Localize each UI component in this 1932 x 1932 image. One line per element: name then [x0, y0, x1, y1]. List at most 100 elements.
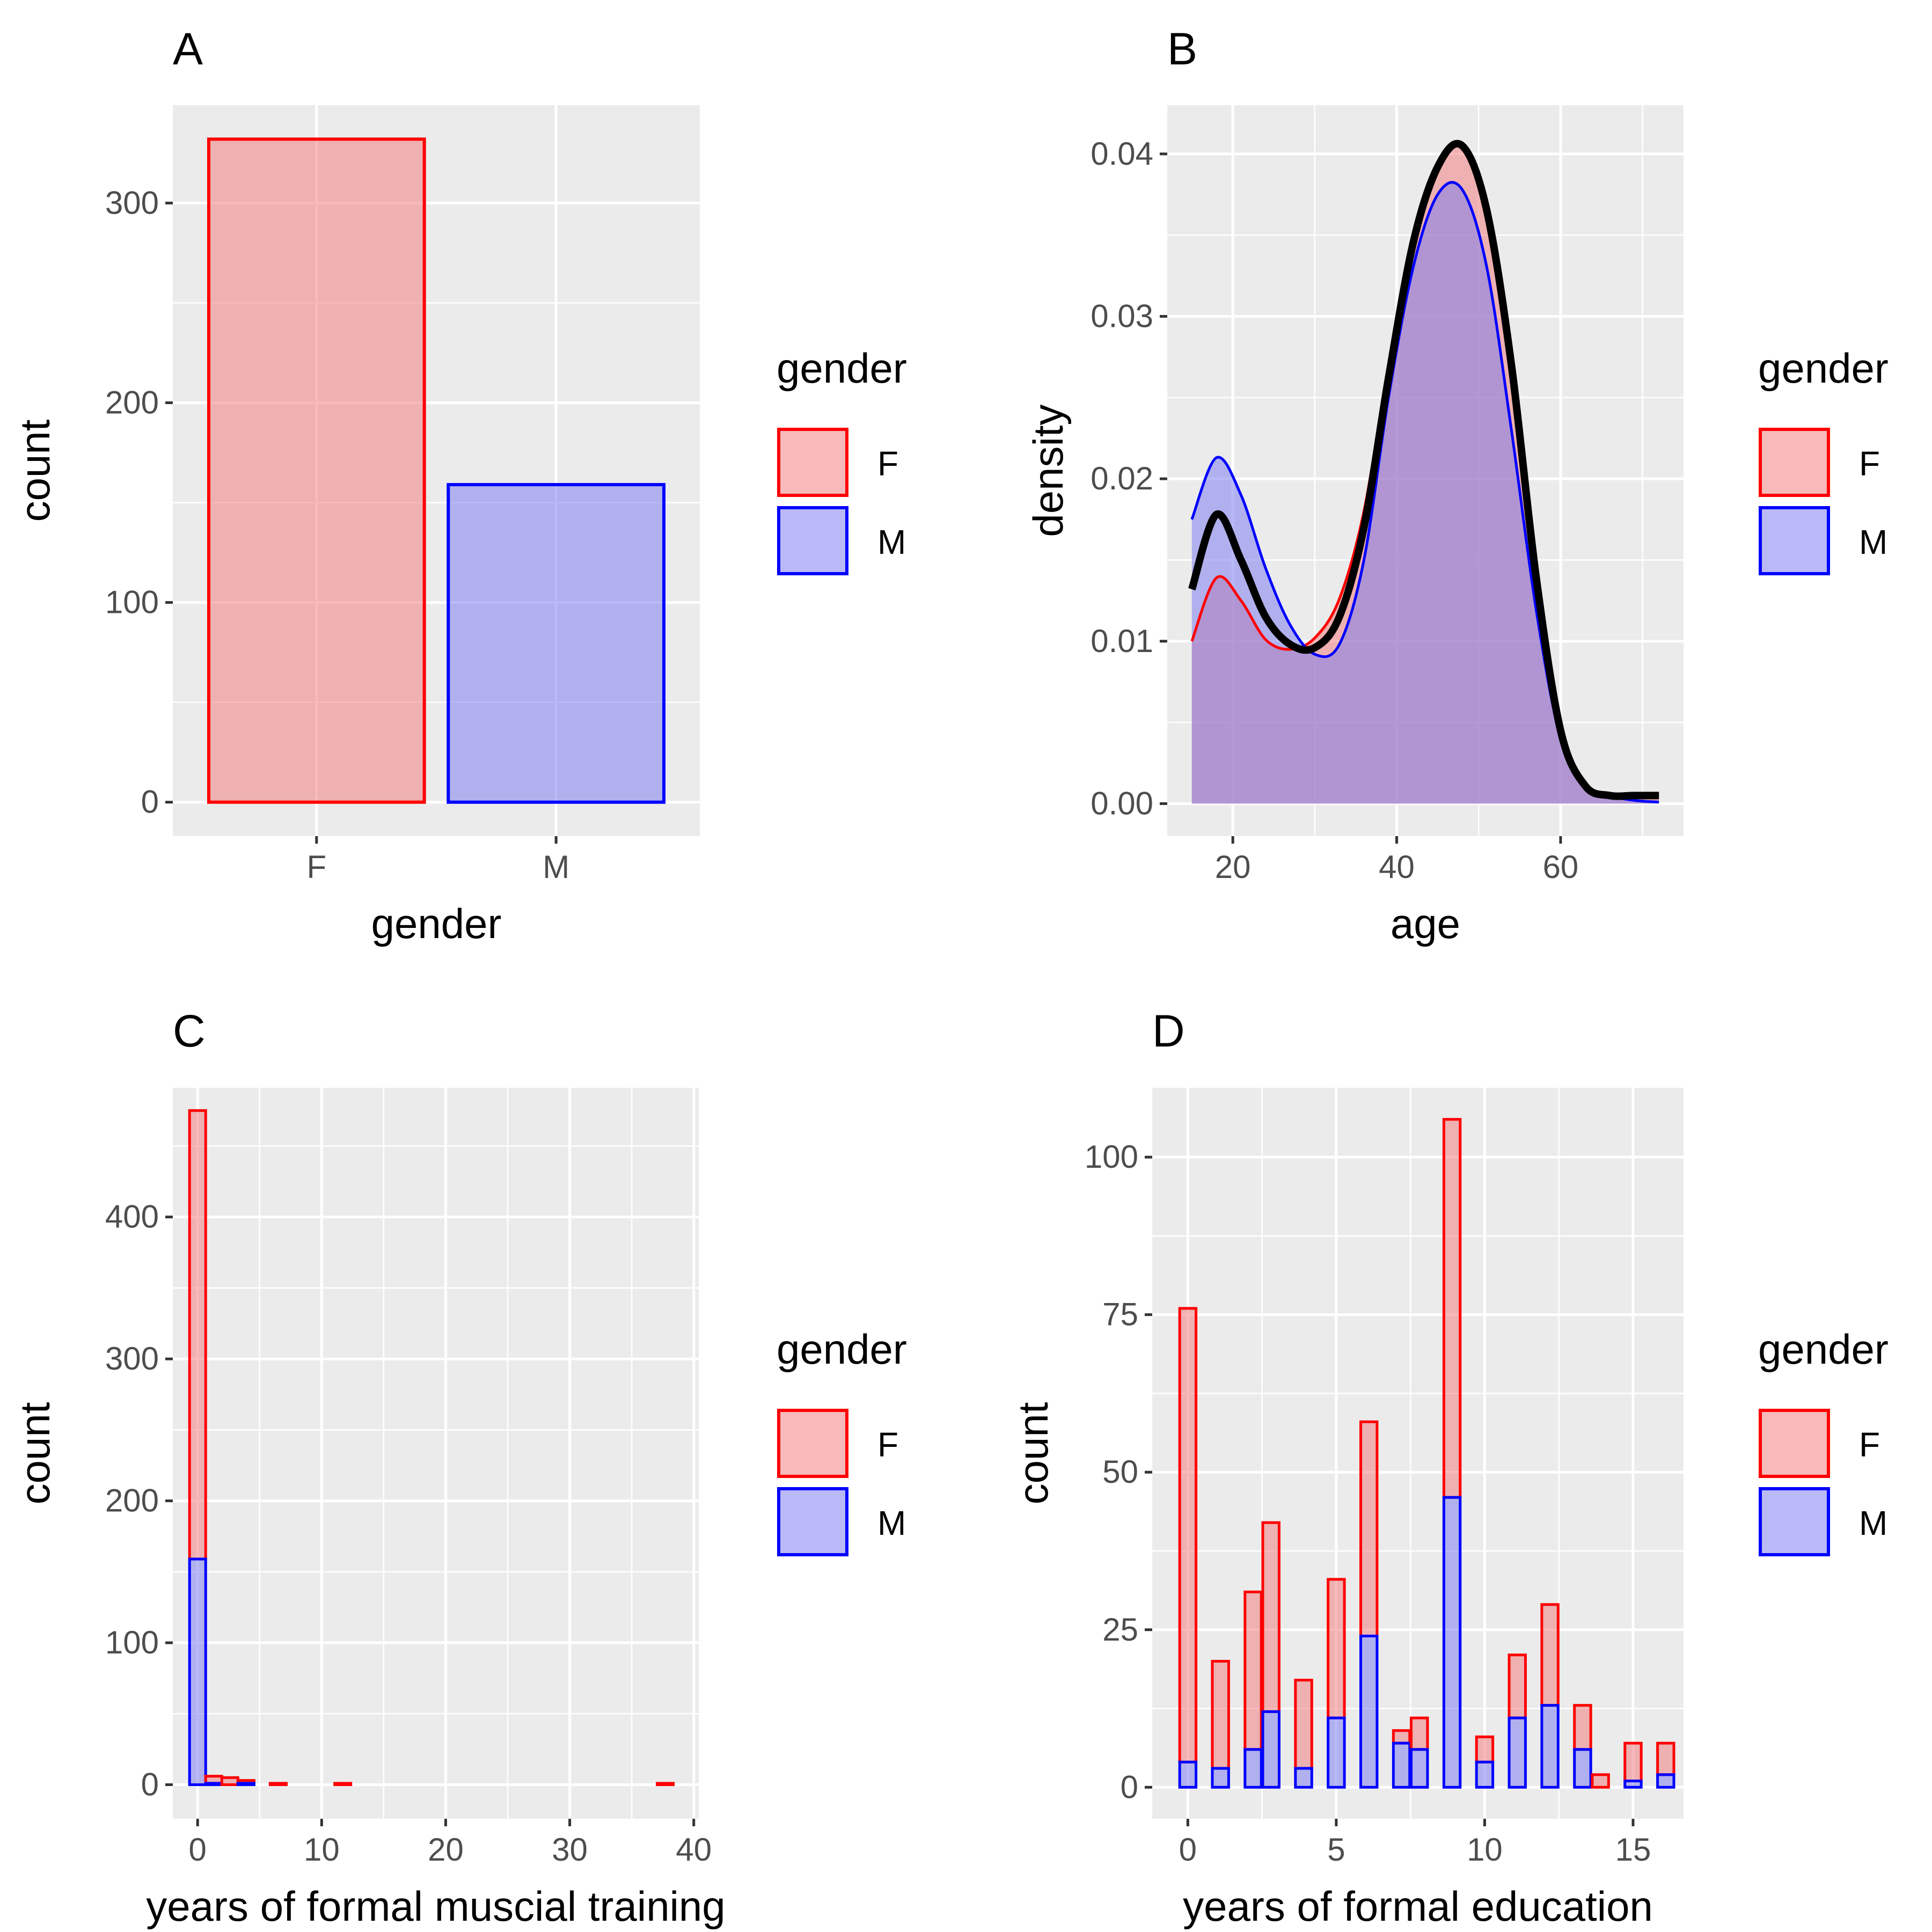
- y-tick-label: 0.02: [1091, 460, 1153, 496]
- legend-key-F: [777, 1409, 848, 1478]
- x-axis-title: gender: [371, 900, 502, 947]
- y-axis-title: count: [11, 419, 58, 522]
- bar-F: [1261, 1521, 1280, 1713]
- bar-M: [236, 1782, 255, 1787]
- y-tick-label: 100: [105, 1624, 159, 1660]
- bar-M: [1442, 1496, 1462, 1789]
- legend-label-F: F: [877, 1425, 898, 1464]
- bar-M: [1656, 1773, 1675, 1789]
- legend: gender F M: [777, 1326, 907, 1557]
- bar-M: [188, 1557, 207, 1787]
- y-axis-title: count: [11, 1402, 58, 1504]
- x-tick-label: 10: [1467, 1832, 1503, 1868]
- legend-label-M: M: [1859, 523, 1887, 561]
- y-tick-label: 200: [105, 384, 159, 420]
- y-tick-label: 200: [105, 1483, 159, 1519]
- x-axis-title: years of formal education: [1183, 1883, 1653, 1930]
- bar-F: [1294, 1679, 1313, 1770]
- legend-label-M: M: [877, 1504, 906, 1542]
- legend-key-F: [1759, 1409, 1830, 1478]
- y-tick-label: 100: [105, 584, 159, 620]
- y-axis-title: density: [1024, 404, 1072, 537]
- y-tick-label: 0.00: [1091, 785, 1153, 821]
- panel-D: D 0 25 50 75 100 0 5 10 15 years of formal educati…: [1009, 1006, 1889, 1930]
- bar-F: [1178, 1307, 1198, 1763]
- bar-M: [1359, 1635, 1379, 1789]
- y-tick-label: 100: [1085, 1139, 1138, 1175]
- panel-letter: A: [173, 24, 203, 74]
- bar-F: [1392, 1729, 1411, 1745]
- bar-F: [1442, 1118, 1462, 1499]
- bar-F: [1475, 1735, 1495, 1763]
- bar-F: [1327, 1578, 1346, 1719]
- bar-M: [204, 1782, 223, 1787]
- bar-M: [1261, 1710, 1280, 1789]
- x-tick-label: 30: [552, 1832, 588, 1868]
- bar-F: [1540, 1603, 1560, 1707]
- legend-label-F: F: [877, 444, 898, 483]
- bar-M: [1540, 1704, 1560, 1789]
- x-tick-label: 60: [1543, 849, 1579, 885]
- panel-B: B 0.00 0.01 0.02 0.03 0.04 20 40 60 age density gen…: [1024, 24, 1889, 947]
- bar-M: [1327, 1716, 1346, 1789]
- bar-F: [220, 1776, 239, 1787]
- bar-M: [1392, 1741, 1411, 1789]
- legend-label-M: M: [1859, 1504, 1887, 1542]
- bar-M: [1294, 1767, 1313, 1789]
- x-tick-label: 15: [1615, 1832, 1651, 1868]
- legend: gender F M: [1758, 345, 1889, 576]
- bar-M: [447, 483, 666, 804]
- y-tick-label: 400: [105, 1199, 159, 1235]
- x-tick-label: 40: [1379, 849, 1415, 885]
- x-tick-label: 10: [304, 1832, 340, 1868]
- bar-M: [1410, 1748, 1429, 1789]
- legend-key-F: [777, 428, 848, 497]
- plot-background: [173, 1088, 699, 1819]
- y-tick-label: 300: [105, 185, 159, 221]
- y-tick-label: 0.01: [1091, 623, 1153, 659]
- density-line-overall: [1188, 140, 1659, 800]
- legend-label-M: M: [877, 523, 906, 561]
- bar-F: [207, 137, 426, 804]
- x-tick-label: 20: [428, 1832, 464, 1868]
- x-tick-label: 20: [1215, 849, 1251, 885]
- bar-M: [1475, 1760, 1495, 1789]
- bar-M: [1507, 1716, 1527, 1789]
- y-tick-label: 0: [141, 784, 159, 820]
- y-tick-label: 50: [1102, 1454, 1138, 1490]
- bar-F: [1656, 1741, 1675, 1776]
- legend-key-M: [1759, 1487, 1830, 1556]
- y-tick-label: 0: [1121, 1769, 1138, 1805]
- bar-M: [1211, 1767, 1230, 1789]
- x-tick-label: 5: [1327, 1832, 1345, 1868]
- x-tick-label: 40: [676, 1832, 712, 1868]
- y-tick-label: 75: [1102, 1297, 1138, 1333]
- legend-label-F: F: [1859, 1425, 1880, 1464]
- x-tick-label: F: [306, 849, 326, 885]
- legend-label-F: F: [1859, 444, 1880, 483]
- x-axis-title: years of formal muscial training: [146, 1883, 725, 1930]
- y-tick-label: 0: [141, 1767, 159, 1803]
- legend: gender F M: [777, 345, 907, 576]
- x-tick-label: 0: [1179, 1832, 1197, 1868]
- legend-key-M: [777, 1487, 848, 1556]
- y-tick-label: 0.03: [1091, 298, 1153, 334]
- bar-F: [1359, 1420, 1379, 1638]
- bar-F: [1573, 1704, 1592, 1751]
- legend-title: gender: [777, 345, 907, 392]
- bar-F: [1591, 1773, 1610, 1789]
- bar-F: [1211, 1659, 1230, 1770]
- bar-M: [1243, 1748, 1263, 1789]
- panel-letter: C: [173, 1006, 206, 1056]
- x-tick-label: 0: [189, 1832, 207, 1868]
- bar-F: [188, 1109, 207, 1561]
- legend: gender F M: [1758, 1326, 1889, 1557]
- y-tick-label: 25: [1102, 1612, 1138, 1648]
- y-axis-title: count: [1009, 1402, 1057, 1504]
- legend-title: gender: [1758, 345, 1889, 392]
- plot-background: [1152, 1088, 1684, 1819]
- legend-key-M: [777, 506, 848, 575]
- legend-key-M: [1759, 506, 1830, 575]
- bar-F: [656, 1782, 675, 1787]
